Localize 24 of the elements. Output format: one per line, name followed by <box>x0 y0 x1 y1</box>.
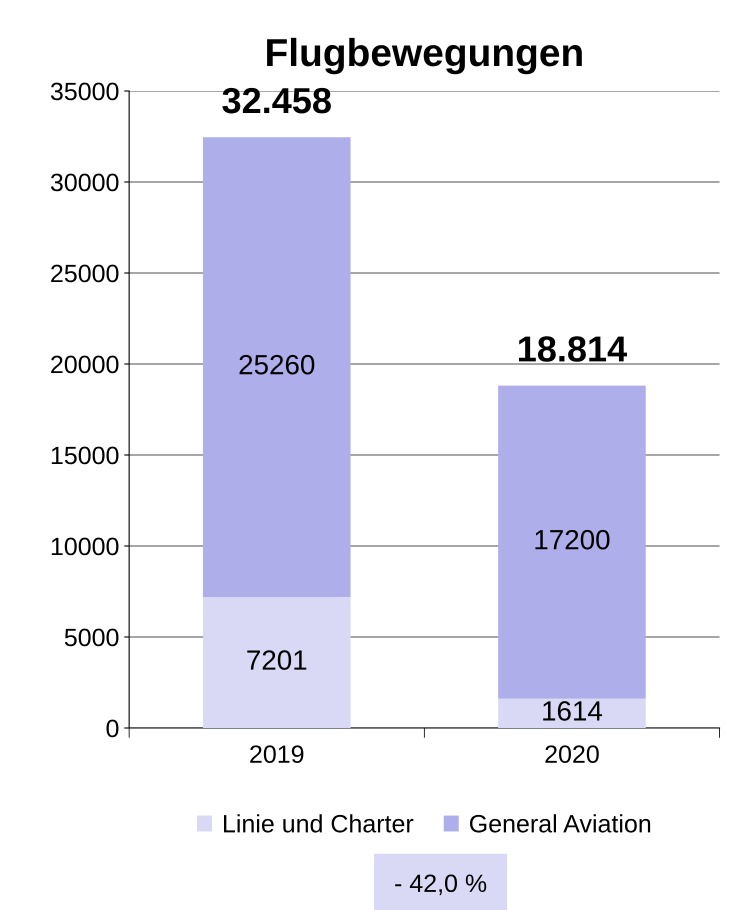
data-label: 17200 <box>535 530 610 550</box>
bar <box>202 596 351 728</box>
legend-label: General Aviation <box>470 814 650 833</box>
text: - 42,0 % <box>395 874 486 896</box>
legend-label: Linie und Charter <box>224 814 414 833</box>
data-label: 7201 <box>247 650 306 670</box>
y-tick-label: 30000 <box>50 174 118 192</box>
y-tick-label: 0 <box>106 720 118 738</box>
annotation: 18.814 <box>519 336 627 362</box>
y-tick-label: 10000 <box>52 538 118 556</box>
y-tick-label: 25000 <box>51 264 118 282</box>
y-tick-label: 20000 <box>51 356 118 374</box>
bar <box>498 386 646 699</box>
data-label: 25260 <box>240 354 314 375</box>
bar <box>202 137 351 597</box>
data-label: 1614 <box>543 701 602 721</box>
y-tick-label: 15000 <box>52 446 118 464</box>
x-tick-label: 2020 <box>545 745 599 764</box>
x-tick-label: 2019 <box>250 745 304 764</box>
chart-title: Flugbewegungen <box>267 38 582 74</box>
y-tick-label: 35000 <box>50 82 118 100</box>
annotation: 32.458 <box>222 88 331 114</box>
y-tick-label: 5000 <box>64 628 118 646</box>
bar <box>498 698 646 728</box>
